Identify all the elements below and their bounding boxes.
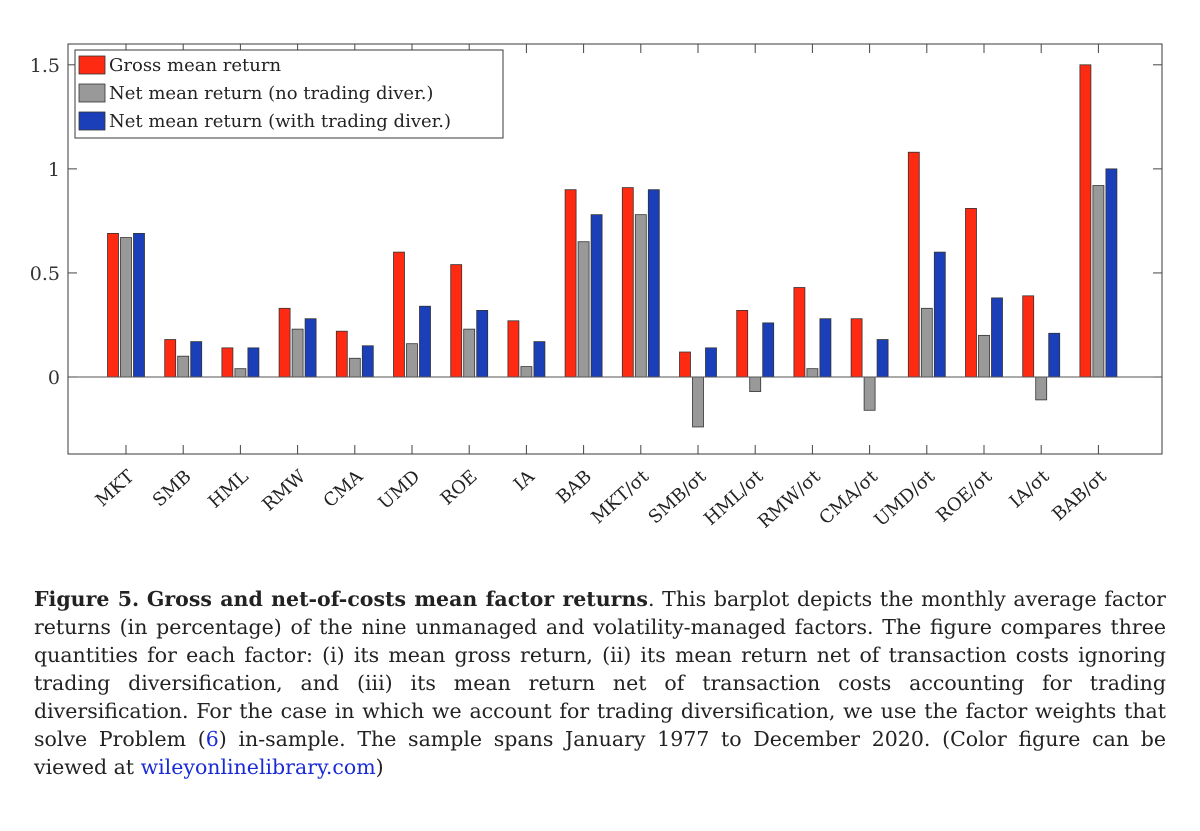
bar [419,305,431,378]
bar [234,368,247,378]
bar [406,343,418,378]
x-tick-label: IA [510,465,540,495]
wiley-link[interactable]: wileyonlinelibrary.com [140,755,376,779]
x-tick-label: SMB [149,466,196,511]
bar [450,264,463,378]
bar [793,287,806,378]
bar [876,339,889,378]
x-tick-label: MKT [92,466,139,511]
bar [590,214,603,378]
x-tick-label: BAB/σt [1048,466,1111,526]
bar [806,368,819,378]
figure-caption: Figure 5. Gross and net-of-costs mean fa… [34,585,1166,781]
x-tick-label: HML [204,466,252,512]
x-tick-label: IA/σt [1006,466,1055,513]
bar [1022,295,1035,378]
bar [507,320,520,378]
caption-body-2: ) in-sample. The sample spans January 19… [34,727,1166,779]
bar [634,214,647,378]
x-tick-label: ROE/σt [932,466,996,527]
bar [190,341,203,378]
bar [850,318,863,378]
legend: Gross mean return Net mean return (no tra… [74,49,504,139]
bar [621,187,634,378]
legend-box [74,49,504,139]
bar [348,357,361,378]
bar [1048,332,1061,378]
bar [533,341,546,378]
bar [705,347,717,378]
bar [907,151,920,378]
bar [476,309,489,378]
bar [933,251,946,378]
bar [863,376,876,411]
x-tick-label: CMA/σt [815,466,882,529]
legend-swatch [78,55,106,75]
x-tick-label: RMW/σt [754,466,825,533]
bar [1079,64,1092,378]
bar [1092,185,1105,378]
bar [221,347,234,378]
x-tick-label: RMW [258,466,310,516]
bar [965,208,977,378]
bar [463,328,476,378]
bar [304,318,317,378]
bar [177,355,190,378]
x-tick-label: MKT/σt [587,466,653,529]
bar [133,232,145,378]
bar [291,328,304,378]
bar [978,334,990,378]
bar [1035,376,1048,401]
legend-swatch [78,83,106,103]
legend-label: Gross mean return [109,55,281,76]
bar [762,322,775,378]
bar [679,351,691,378]
x-tick-label: UMD [375,466,425,514]
bar [819,318,832,378]
x-tick-label: CMA [320,465,368,512]
bar-chart: 0 0.5 1 1.5 MKT SMB HML RMW CMA UMD ROE IA BABMKT/σt… [30,43,1163,533]
bar [393,251,405,378]
bar [564,189,577,378]
legend-label: Net mean return (with trading diver.) [109,111,451,132]
bar [991,297,1003,378]
x-tick-label: SMB/σt [645,466,711,529]
bar [736,309,749,378]
y-tick-label: 0 [48,367,60,389]
bar [692,376,704,428]
bar [164,339,177,378]
bar [107,232,119,378]
bar [577,241,590,378]
caption-title: Gross and net-of-costs mean factor retur… [146,587,648,611]
bars-layer [107,64,1118,428]
bar [520,366,533,378]
caption-figure-label: Figure 5. [34,587,140,611]
x-tick-label: BAB [553,466,596,508]
caption-body-3: ) [375,755,384,779]
problem-reference-link[interactable]: 6 [205,727,219,751]
bar [1105,168,1118,378]
legend-swatch [78,111,106,131]
y-tick-label: 1 [48,159,60,181]
y-tick-label: 1.5 [30,55,60,77]
bar [920,307,933,378]
bar [120,237,132,378]
bar [247,347,260,378]
legend-label: Net mean return (no trading diver.) [109,83,433,104]
bar [361,345,374,378]
bar [278,307,291,378]
bar [335,330,348,378]
bar [749,376,762,392]
y-tick-label: 0.5 [30,263,60,285]
caption-body-1: . This barplot depicts the monthly avera… [34,587,1166,751]
bar [647,189,660,378]
x-tick-label: ROE [437,466,482,509]
x-tick-label: UMD/σt [870,466,939,531]
